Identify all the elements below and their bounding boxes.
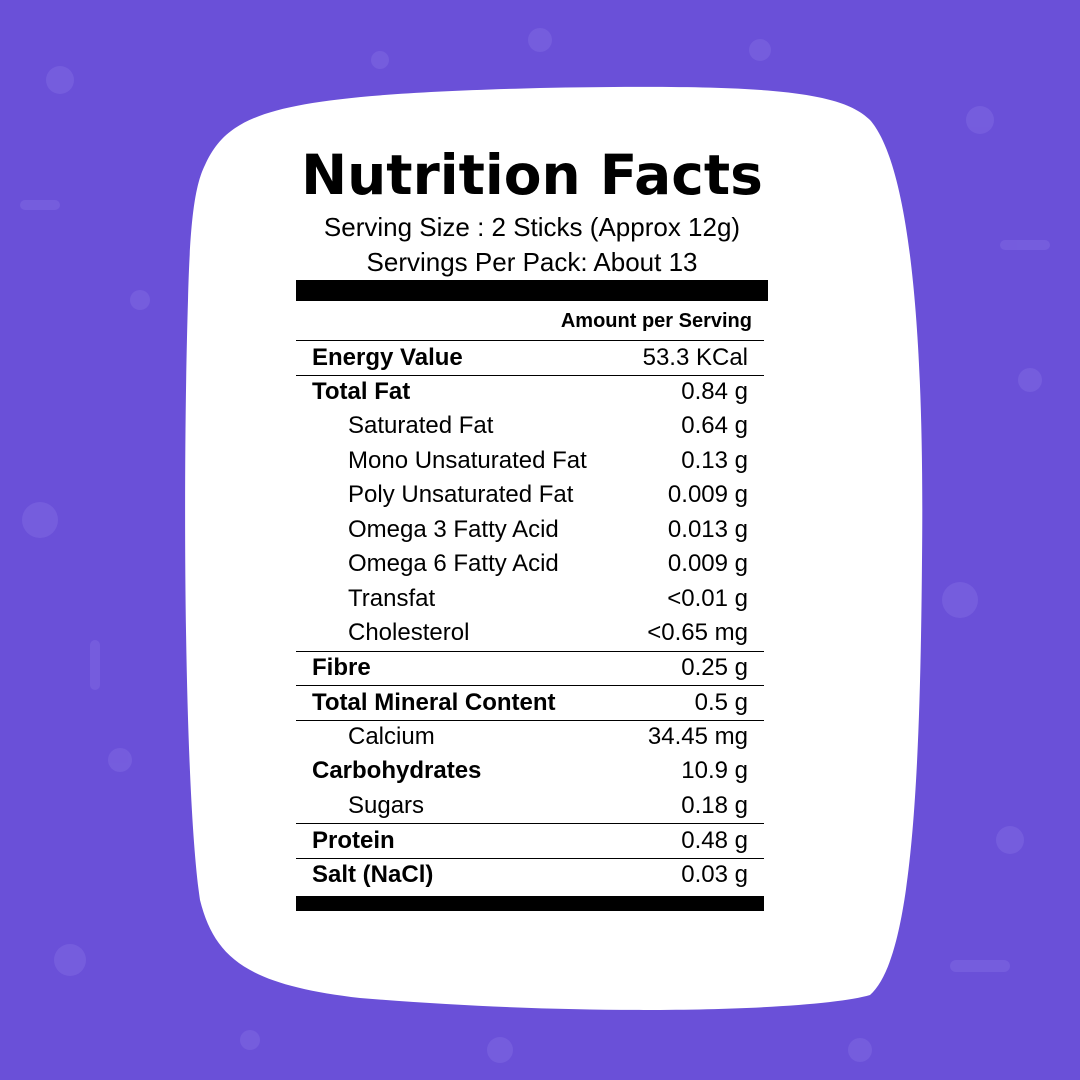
nutrient-row: Omega 3 Fatty Acid 0.013 g [296,513,764,548]
label-title: Nutrition Facts [301,143,763,207]
nutrient-row: Calcium 34.45 mg [296,719,764,755]
nutrient-row: Cholesterol <0.65 mg [296,616,764,651]
nutrient-name: Mono Unsaturated Fat [348,446,587,474]
nutrient-value: 0.009 g [667,481,748,509]
nutrient-value: 0.84 g [681,378,748,406]
nutrient-row: Transfat <0.01 g [296,582,764,617]
nutrient-name: Transfat [348,584,436,612]
nutrient-row: Energy Value 53.3 KCal [296,340,764,375]
nutrient-name: Protein [312,826,395,854]
nutrient-name: Sugars [348,791,425,819]
nutrient-row: Salt (NaCl) 0.03 g [296,857,764,893]
nutrient-value: 0.13 g [681,446,748,474]
nutrient-value: 0.013 g [667,515,748,543]
nutrient-row: Omega 6 Fatty Acid 0.009 g [296,547,764,582]
nutrient-value: 53.3 KCal [642,343,748,371]
nutrient-value: 0.48 g [681,826,748,854]
nutrition-facts-label: Nutrition Facts Serving Size : 2 Sticks … [296,140,768,911]
nutrient-row: Sugars 0.18 g [296,789,764,824]
nutrient-row: Total Mineral Content 0.5 g [296,685,764,720]
nutrient-value: 0.009 g [667,550,748,578]
nutrient-value: 0.64 g [681,412,748,440]
label-card [185,86,923,1010]
nutrient-row: Fibre 0.25 g [296,650,764,686]
nutrient-value: 0.03 g [681,861,748,889]
nutrient-value: 10.9 g [681,757,748,785]
nutrient-name: Salt (NaCl) [312,861,434,889]
top-divider-bar [296,280,768,301]
serving-size: Serving Size : 2 Sticks (Approx 12g) [323,212,741,242]
nutrient-value: 0.25 g [681,654,748,682]
nutrient-name: Cholesterol [348,619,470,647]
nutrient-name: Poly Unsaturated Fat [348,481,574,509]
nutrient-row: Mono Unsaturated Fat 0.13 g [296,444,764,479]
bottom-divider-bar [296,896,764,911]
nutrient-value: <0.01 g [667,584,748,612]
nutrient-row: Poly Unsaturated Fat 0.009 g [296,478,764,513]
nutrient-name: Calcium [348,723,435,751]
nutrient-value: 0.18 g [681,791,748,819]
nutrient-name: Total Fat [312,378,411,406]
amount-per-serving-header: Amount per Serving [560,310,752,332]
nutrient-row: Carbohydrates 10.9 g [296,754,764,789]
nutrient-name: Carbohydrates [312,757,482,785]
nutrient-name: Saturated Fat [348,412,494,440]
nutrient-row: Saturated Fat 0.64 g [296,409,764,444]
nutrient-name: Omega 3 Fatty Acid [348,515,559,543]
nutrient-value: 34.45 mg [647,723,748,751]
nutrient-name: Total Mineral Content [312,688,556,716]
nutrient-name: Omega 6 Fatty Acid [348,550,559,578]
nutrient-name: Energy Value [312,343,463,371]
nutrient-row: Protein 0.48 g [296,823,764,858]
nutrient-name: Fibre [312,654,371,682]
nutrient-value: <0.65 mg [647,619,748,647]
nutrient-value: 0.5 g [694,688,748,716]
nutrient-table: Energy Value 53.3 KCal Total Fat 0.84 g Sa… [296,340,764,892]
nutrient-row: Total Fat 0.84 g [296,374,764,410]
servings-per-pack: Servings Per Pack: About 13 [366,247,698,277]
